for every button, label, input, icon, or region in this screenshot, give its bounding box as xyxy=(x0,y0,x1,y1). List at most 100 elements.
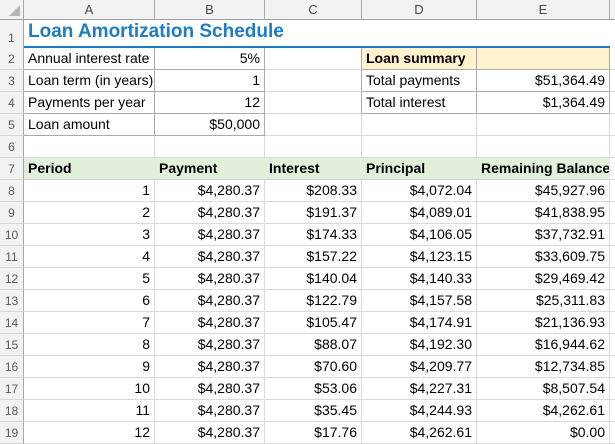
header-interest[interactable]: Interest xyxy=(265,158,362,180)
remaining-balance-cell[interactable]: $41,838.95 xyxy=(477,202,610,224)
cell-e5[interactable] xyxy=(477,114,610,136)
cell-a3-input-label[interactable]: Loan term (in years) xyxy=(24,70,155,92)
row-header-19[interactable]: 19 xyxy=(0,422,24,444)
cell-e3-summary-value[interactable]: $51,364.49 xyxy=(477,70,610,92)
column-header-d[interactable]: D xyxy=(362,0,477,19)
interest-cell[interactable]: $105.47 xyxy=(265,312,362,334)
row-header-18[interactable]: 18 xyxy=(0,400,24,422)
column-header-c[interactable]: C xyxy=(265,0,362,19)
cell-c3[interactable] xyxy=(265,70,362,92)
remaining-balance-cell[interactable]: $12,734.85 xyxy=(477,356,610,378)
cell-a4-input-label[interactable]: Payments per year xyxy=(24,92,155,114)
interest-cell[interactable]: $140.04 xyxy=(265,268,362,290)
row-header-15[interactable]: 15 xyxy=(0,334,24,356)
cell-b5-input-value[interactable]: $50,000 xyxy=(155,114,265,136)
principal-cell[interactable]: $4,123.15 xyxy=(362,246,477,268)
period-cell[interactable]: 3 xyxy=(24,224,155,246)
remaining-balance-cell[interactable]: $25,311.83 xyxy=(477,290,610,312)
principal-cell[interactable]: $4,227.31 xyxy=(362,378,477,400)
period-cell[interactable]: 11 xyxy=(24,400,155,422)
row-header-13[interactable]: 13 xyxy=(0,290,24,312)
cell-a5-input-label[interactable]: Loan amount xyxy=(24,114,155,136)
row-header-1[interactable]: 1 xyxy=(0,20,24,48)
interest-cell[interactable]: $174.33 xyxy=(265,224,362,246)
cell-b2-input-value[interactable]: 5% xyxy=(155,48,265,70)
interest-cell[interactable]: $35.45 xyxy=(265,400,362,422)
interest-cell[interactable]: $122.79 xyxy=(265,290,362,312)
row-header-17[interactable]: 17 xyxy=(0,378,24,400)
cell-b3-input-value[interactable]: 1 xyxy=(155,70,265,92)
cell-c4[interactable] xyxy=(265,92,362,114)
principal-cell[interactable]: $4,262.61 xyxy=(362,422,477,444)
row-header-8[interactable]: 8 xyxy=(0,180,24,202)
row-header-2[interactable]: 2 xyxy=(0,48,24,70)
period-cell[interactable]: 10 xyxy=(24,378,155,400)
period-cell[interactable]: 12 xyxy=(24,422,155,444)
principal-cell[interactable]: $4,072.04 xyxy=(362,180,477,202)
row-header-4[interactable]: 4 xyxy=(0,92,24,114)
principal-cell[interactable]: $4,106.05 xyxy=(362,224,477,246)
page-title[interactable]: Loan Amortization Schedule xyxy=(24,20,610,48)
row-header-14[interactable]: 14 xyxy=(0,312,24,334)
payment-cell[interactable]: $4,280.37 xyxy=(155,378,265,400)
cell-d5[interactable] xyxy=(362,114,477,136)
remaining-balance-cell[interactable]: $8,507.54 xyxy=(477,378,610,400)
cell-e4-summary-value[interactable]: $1,364.49 xyxy=(477,92,610,114)
cell-a6[interactable] xyxy=(24,136,155,158)
interest-cell[interactable]: $88.07 xyxy=(265,334,362,356)
cell-a2-input-label[interactable]: Annual interest rate xyxy=(24,48,155,70)
principal-cell[interactable]: $4,192.30 xyxy=(362,334,477,356)
period-cell[interactable]: 8 xyxy=(24,334,155,356)
cell-d4-summary-label[interactable]: Total interest xyxy=(362,92,477,114)
principal-cell[interactable]: $4,089.01 xyxy=(362,202,477,224)
period-cell[interactable]: 4 xyxy=(24,246,155,268)
remaining-balance-cell[interactable]: $16,944.62 xyxy=(477,334,610,356)
remaining-balance-cell[interactable]: $37,732.91 xyxy=(477,224,610,246)
payment-cell[interactable]: $4,280.37 xyxy=(155,180,265,202)
header-period[interactable]: Period xyxy=(24,158,155,180)
cell-c2[interactable] xyxy=(265,48,362,70)
remaining-balance-cell[interactable]: $29,469.42 xyxy=(477,268,610,290)
payment-cell[interactable]: $4,280.37 xyxy=(155,312,265,334)
principal-cell[interactable]: $4,244.93 xyxy=(362,400,477,422)
remaining-balance-cell[interactable]: $0.00 xyxy=(477,422,610,444)
period-cell[interactable]: 1 xyxy=(24,180,155,202)
period-cell[interactable]: 9 xyxy=(24,356,155,378)
interest-cell[interactable]: $17.76 xyxy=(265,422,362,444)
header-principal[interactable]: Principal xyxy=(362,158,477,180)
payment-cell[interactable]: $4,280.37 xyxy=(155,268,265,290)
cell-b4-input-value[interactable]: 12 xyxy=(155,92,265,114)
column-header-e[interactable]: E xyxy=(477,0,610,19)
remaining-balance-cell[interactable]: $21,136.93 xyxy=(477,312,610,334)
principal-cell[interactable]: $4,174.91 xyxy=(362,312,477,334)
principal-cell[interactable]: $4,157.58 xyxy=(362,290,477,312)
period-cell[interactable]: 7 xyxy=(24,312,155,334)
principal-cell[interactable]: $4,209.77 xyxy=(362,356,477,378)
cell-d6[interactable] xyxy=(362,136,477,158)
payment-cell[interactable]: $4,280.37 xyxy=(155,400,265,422)
payment-cell[interactable]: $4,280.37 xyxy=(155,334,265,356)
interest-cell[interactable]: $70.60 xyxy=(265,356,362,378)
payment-cell[interactable]: $4,280.37 xyxy=(155,290,265,312)
cell-e6[interactable] xyxy=(477,136,610,158)
row-header-6[interactable]: 6 xyxy=(0,136,24,158)
row-header-12[interactable]: 12 xyxy=(0,268,24,290)
row-header-9[interactable]: 9 xyxy=(0,202,24,224)
payment-cell[interactable]: $4,280.37 xyxy=(155,356,265,378)
period-cell[interactable]: 2 xyxy=(24,202,155,224)
row-header-3[interactable]: 3 xyxy=(0,70,24,92)
payment-cell[interactable]: $4,280.37 xyxy=(155,224,265,246)
cell-b6[interactable] xyxy=(155,136,265,158)
principal-cell[interactable]: $4,140.33 xyxy=(362,268,477,290)
cell-c6[interactable] xyxy=(265,136,362,158)
column-header-b[interactable]: B xyxy=(155,0,265,19)
header-remaining-balance[interactable]: Remaining Balance xyxy=(477,158,610,180)
row-header-10[interactable]: 10 xyxy=(0,224,24,246)
column-header-a[interactable]: A xyxy=(24,0,155,19)
row-header-7[interactable]: 7 xyxy=(0,158,24,180)
interest-cell[interactable]: $191.37 xyxy=(265,202,362,224)
remaining-balance-cell[interactable]: $4,262.61 xyxy=(477,400,610,422)
remaining-balance-cell[interactable]: $45,927.96 xyxy=(477,180,610,202)
cell-d3-summary-label[interactable]: Total payments xyxy=(362,70,477,92)
header-payment[interactable]: Payment xyxy=(155,158,265,180)
